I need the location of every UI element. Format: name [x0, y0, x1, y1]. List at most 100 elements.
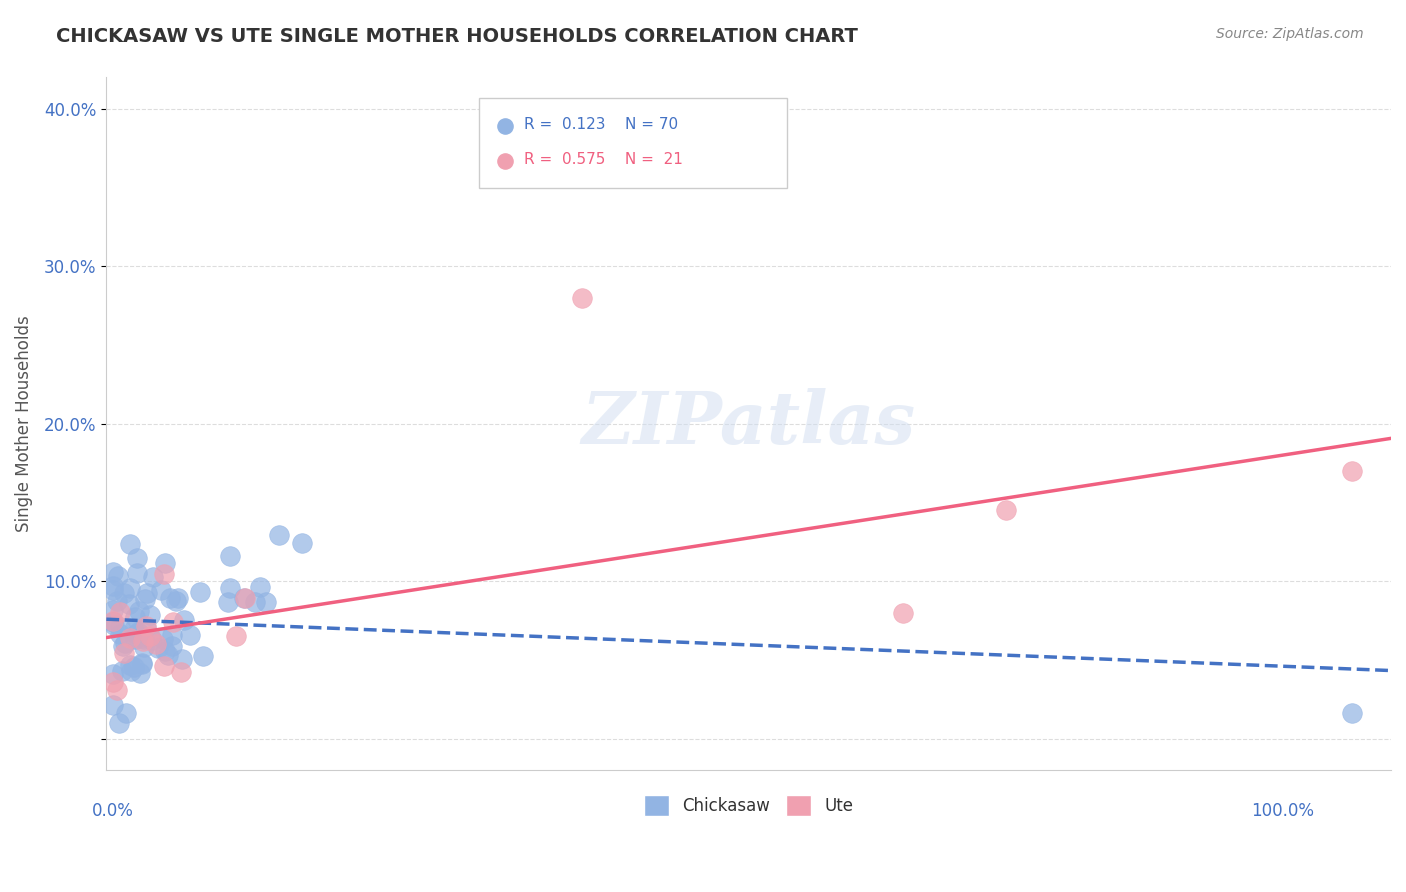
Point: [134, 632, 156, 646]
Point: [254, 595, 277, 609]
Point: [153, 643, 176, 657]
Point: [118, 631, 141, 645]
Point: [166, 591, 188, 606]
Point: [193, 649, 215, 664]
Point: [122, 622, 145, 636]
Point: [139, 629, 162, 643]
Point: [127, 551, 149, 566]
Point: [891, 606, 914, 620]
Point: [105, 682, 128, 697]
Point: [105, 594, 128, 608]
Point: [267, 528, 290, 542]
Point: [111, 664, 134, 678]
Point: [141, 632, 163, 647]
Point: [165, 594, 187, 608]
Point: [128, 666, 150, 681]
Point: [156, 648, 179, 663]
Point: [1341, 464, 1364, 478]
Point: [188, 585, 211, 599]
Point: [232, 591, 254, 606]
Point: [122, 659, 145, 673]
FancyBboxPatch shape: [479, 98, 787, 188]
Point: [571, 291, 593, 305]
Point: [217, 595, 239, 609]
Text: 100.0%: 100.0%: [1251, 802, 1315, 820]
Point: [136, 586, 159, 600]
Point: [162, 640, 184, 654]
Point: [153, 566, 176, 581]
Point: [101, 583, 124, 598]
Point: [107, 715, 129, 730]
Point: [103, 617, 125, 632]
Point: [108, 627, 131, 641]
Point: [146, 640, 169, 655]
Point: [135, 621, 157, 635]
Point: [134, 640, 156, 655]
Point: [125, 627, 148, 641]
Point: [101, 579, 124, 593]
Point: [291, 535, 314, 549]
Point: [131, 656, 153, 670]
Point: [112, 586, 135, 600]
Point: [108, 605, 131, 619]
Point: [120, 658, 142, 673]
Point: [160, 628, 183, 642]
Point: [170, 652, 193, 666]
Point: [225, 629, 247, 643]
Y-axis label: Single Mother Households: Single Mother Households: [15, 316, 32, 533]
Point: [245, 595, 267, 609]
Point: [101, 565, 124, 579]
Point: [153, 659, 176, 673]
Point: [127, 625, 149, 640]
Point: [101, 698, 124, 713]
Point: [101, 666, 124, 681]
Point: [111, 639, 134, 653]
Point: [233, 591, 256, 605]
Point: [114, 706, 136, 721]
Point: [218, 581, 240, 595]
Text: R =  0.123    N = 70: R = 0.123 N = 70: [524, 117, 678, 132]
Point: [179, 628, 201, 642]
Point: [124, 610, 146, 624]
Point: [101, 615, 124, 629]
Point: [150, 582, 173, 597]
Point: [127, 566, 149, 581]
Point: [162, 615, 184, 629]
Point: [142, 569, 165, 583]
Text: R =  0.575    N =  21: R = 0.575 N = 21: [524, 152, 683, 167]
Point: [120, 664, 142, 678]
Point: [173, 613, 195, 627]
Point: [120, 536, 142, 550]
Point: [170, 665, 193, 680]
Point: [101, 674, 124, 689]
Point: [114, 636, 136, 650]
Point: [107, 569, 129, 583]
Point: [131, 657, 153, 671]
Point: [159, 591, 181, 605]
Point: [134, 591, 156, 606]
Point: [118, 597, 141, 611]
Legend: Chickasaw, Ute: Chickasaw, Ute: [636, 787, 862, 824]
Point: [108, 620, 131, 634]
Point: [155, 557, 177, 571]
Point: [994, 503, 1017, 517]
Point: [131, 634, 153, 648]
Point: [145, 637, 167, 651]
Point: [152, 632, 174, 646]
Point: [128, 603, 150, 617]
Text: Source: ZipAtlas.com: Source: ZipAtlas.com: [1216, 27, 1364, 41]
Text: ZIPatlas: ZIPatlas: [582, 388, 915, 459]
Point: [124, 632, 146, 646]
Point: [129, 632, 152, 646]
Point: [249, 580, 271, 594]
Point: [118, 581, 141, 595]
Point: [112, 646, 135, 660]
Point: [1341, 706, 1364, 721]
Text: CHICKASAW VS UTE SINGLE MOTHER HOUSEHOLDS CORRELATION CHART: CHICKASAW VS UTE SINGLE MOTHER HOUSEHOLD…: [56, 27, 858, 45]
Point: [101, 603, 124, 617]
Point: [135, 618, 157, 632]
Point: [139, 608, 162, 623]
Point: [101, 614, 124, 628]
Point: [218, 549, 240, 564]
Text: 0.0%: 0.0%: [91, 802, 134, 820]
